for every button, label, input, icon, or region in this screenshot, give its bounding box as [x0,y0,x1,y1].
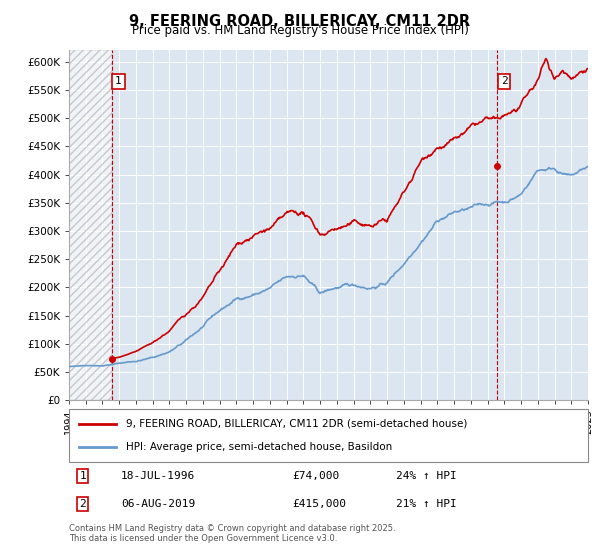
Text: 1: 1 [79,471,86,481]
Text: HPI: Average price, semi-detached house, Basildon: HPI: Average price, semi-detached house,… [126,442,392,452]
Text: 9, FEERING ROAD, BILLERICAY, CM11 2DR (semi-detached house): 9, FEERING ROAD, BILLERICAY, CM11 2DR (s… [126,419,467,429]
Text: 21% ↑ HPI: 21% ↑ HPI [396,499,457,509]
Text: 06-AUG-2019: 06-AUG-2019 [121,499,195,509]
Text: £74,000: £74,000 [292,471,340,481]
Text: 1: 1 [115,77,122,86]
Text: Price paid vs. HM Land Registry's House Price Index (HPI): Price paid vs. HM Land Registry's House … [131,24,469,37]
Text: 2: 2 [501,77,508,86]
Bar [69,50,112,400]
Text: 9, FEERING ROAD, BILLERICAY, CM11 2DR: 9, FEERING ROAD, BILLERICAY, CM11 2DR [130,14,470,29]
Text: £415,000: £415,000 [292,499,346,509]
Text: 2: 2 [79,499,86,509]
Text: Contains HM Land Registry data © Crown copyright and database right 2025.
This d: Contains HM Land Registry data © Crown c… [69,524,395,543]
Text: 24% ↑ HPI: 24% ↑ HPI [396,471,457,481]
Text: 18-JUL-1996: 18-JUL-1996 [121,471,195,481]
